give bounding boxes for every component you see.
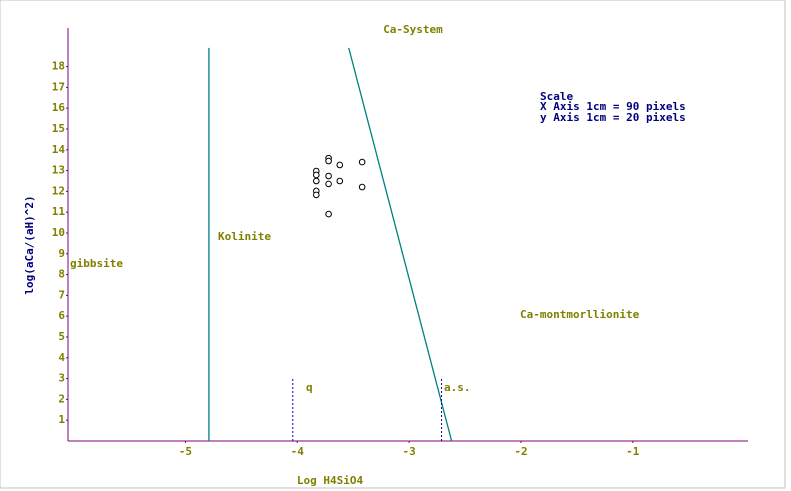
- data-point: [312, 191, 320, 199]
- data-point: [312, 177, 320, 185]
- data-point: [325, 172, 332, 180]
- annotation: gibbsite: [70, 257, 123, 270]
- data-point: [325, 180, 332, 188]
- annotation: y Axis 1cm = 20 pixels: [540, 111, 686, 124]
- y-tick-label: 14: [52, 143, 66, 156]
- y-tick-label: 2: [58, 392, 65, 405]
- data-point: [336, 161, 344, 169]
- data-point: [312, 171, 320, 179]
- annotation: Kolinite: [218, 230, 271, 243]
- x-axis-label: Log H4SiO4: [297, 474, 364, 487]
- x-tick-label: -3: [402, 445, 415, 458]
- y-tick-label: 4: [58, 351, 65, 364]
- y-axis-label: log(aCa/(aH)^2): [23, 195, 36, 294]
- data-point: [325, 157, 332, 165]
- data-point: [358, 183, 366, 191]
- x-tick-label: -2: [514, 445, 527, 458]
- y-tick-label: 17: [52, 80, 65, 93]
- annotation: Ca-montmorllionite: [520, 308, 640, 321]
- y-tick-label: 10: [52, 226, 65, 239]
- x-tick-label: -1: [626, 445, 640, 458]
- boundary-line: [348, 47, 453, 442]
- data-point: [325, 210, 332, 218]
- y-tick-label: 16: [52, 101, 66, 114]
- y-tick-label: 12: [52, 184, 65, 197]
- y-tick-label: 18: [52, 60, 65, 73]
- data-point: [336, 177, 344, 185]
- y-tick-label: 9: [58, 247, 65, 260]
- annotation: X Axis 1cm = 90 pixels: [540, 100, 686, 113]
- data-point: [358, 158, 366, 166]
- y-tick-label: 7: [58, 288, 65, 301]
- y-tick-label: 11: [52, 205, 66, 218]
- chart-title: Ca-System: [383, 23, 443, 36]
- y-tick-label: 5: [58, 330, 65, 343]
- annotation: q: [306, 381, 313, 394]
- y-tick-label: 8: [58, 268, 65, 281]
- x-tick-label: -5: [179, 445, 192, 458]
- annotation: Scale: [540, 90, 573, 103]
- y-tick-label: 13: [52, 164, 65, 177]
- annotation: a.s.: [444, 381, 471, 394]
- y-tick-label: 15: [52, 122, 65, 135]
- y-tick-label: 1: [58, 413, 65, 426]
- y-tick-label: 6: [58, 309, 65, 322]
- x-tick-label: -4: [291, 445, 305, 458]
- y-tick-label: 3: [58, 372, 65, 385]
